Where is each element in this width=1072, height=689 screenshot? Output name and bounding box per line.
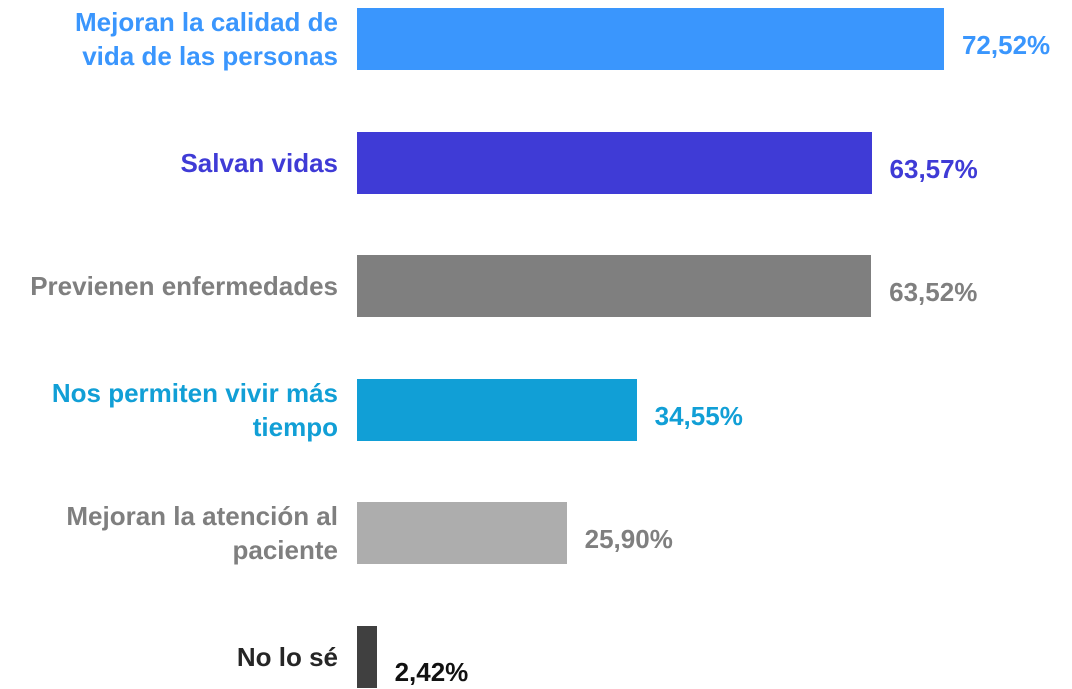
bar bbox=[357, 626, 377, 688]
category-label: Mejoran la calidad de vida de las person… bbox=[75, 7, 338, 71]
bar bbox=[357, 131, 872, 194]
category-label: Mejoran la atención al paciente bbox=[66, 501, 338, 566]
value-label: 72,52% bbox=[961, 30, 1051, 60]
category-label: Nos permiten vivir más tiempo bbox=[51, 377, 338, 442]
category-label: Previenen enfermedades bbox=[30, 271, 338, 302]
value-label: 25,90% bbox=[584, 524, 673, 555]
category-label: Salvan vidas bbox=[180, 147, 338, 178]
bar bbox=[357, 8, 944, 70]
value-label: 63,57% bbox=[889, 153, 978, 184]
bar bbox=[357, 502, 567, 565]
bar bbox=[357, 378, 637, 441]
value-label: 2,42% bbox=[394, 657, 469, 687]
bar bbox=[357, 255, 872, 318]
value-label: 34,55% bbox=[654, 400, 743, 431]
category-label: No lo sé bbox=[236, 642, 338, 672]
value-label: 63,52% bbox=[889, 277, 978, 308]
